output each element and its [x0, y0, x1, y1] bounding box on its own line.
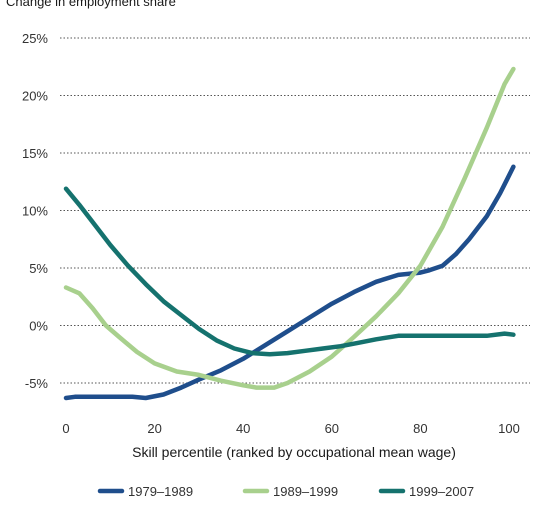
- y-tick-label: 20%: [22, 89, 48, 104]
- y-tick-label: 25%: [22, 31, 48, 46]
- series-lines: [63, 66, 516, 401]
- legend: 1979–1989 1989–1999 1999–2007: [97, 484, 474, 499]
- series-line-1: [63, 164, 516, 401]
- x-tick-label: 80: [413, 421, 427, 436]
- y-tick-label: 15%: [22, 146, 48, 161]
- x-tick-label: 100: [498, 421, 520, 436]
- x-tick-label: 60: [325, 421, 339, 436]
- x-axis-label: Skill percentile (ranked by occupational…: [132, 444, 456, 460]
- y-tick-label: -5%: [25, 376, 49, 391]
- series-line-2: [63, 66, 516, 390]
- legend-label: 1989–1999: [273, 484, 338, 499]
- x-tick-label: 20: [147, 421, 161, 436]
- y-axis-ticks: 25% 20% 15% 10% 5% 0% -5%: [22, 31, 48, 391]
- y-tick-label: 10%: [22, 204, 48, 219]
- x-tick-label: 0: [62, 421, 69, 436]
- y-tick-label: 0%: [29, 319, 48, 334]
- x-tick-label: 40: [236, 421, 250, 436]
- legend-label: 1999–2007: [409, 484, 474, 499]
- legend-label: 1979–1989: [128, 484, 193, 499]
- series-line-3: [63, 186, 516, 357]
- y-axis-label: Change in employment share: [6, 0, 176, 9]
- y-tick-label: 5%: [29, 261, 48, 276]
- x-axis-ticks: 0 20 40 60 80 100: [62, 421, 519, 436]
- gridlines: [60, 37, 530, 384]
